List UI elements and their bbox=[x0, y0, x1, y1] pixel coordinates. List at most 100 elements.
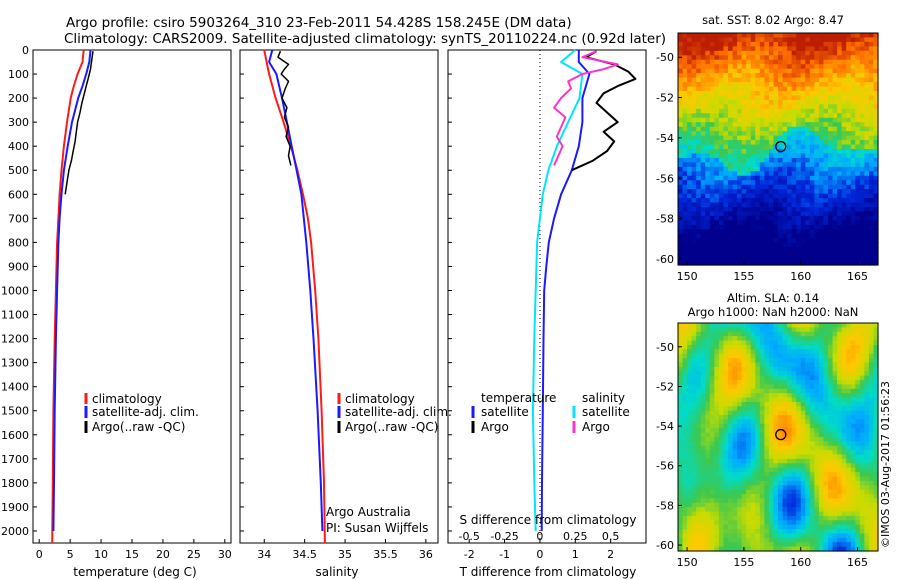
heatmap-cell bbox=[723, 33, 729, 39]
heatmap-cell bbox=[837, 529, 843, 535]
heatmap-cell bbox=[718, 480, 725, 486]
heatmap-cell bbox=[718, 327, 725, 333]
heatmap-cell bbox=[814, 450, 820, 456]
heatmap-cell bbox=[696, 135, 702, 141]
heatmap-cell bbox=[750, 397, 756, 403]
heatmap-cell bbox=[809, 175, 815, 181]
heatmap-cell bbox=[755, 423, 761, 429]
heatmap-cell bbox=[723, 247, 729, 253]
heatmap-cell bbox=[814, 415, 820, 421]
heatmap-cell bbox=[718, 353, 725, 359]
heatmap-cell bbox=[864, 463, 870, 469]
heatmap-cell bbox=[859, 166, 865, 172]
heatmap-cell bbox=[828, 193, 834, 199]
heatmap-cell bbox=[800, 415, 806, 421]
heatmap-cell bbox=[723, 445, 729, 451]
heatmap-cell bbox=[823, 162, 829, 168]
heatmap-cell bbox=[832, 108, 838, 114]
heatmap-cell bbox=[823, 331, 829, 337]
heatmap-cell bbox=[759, 202, 765, 208]
heatmap-cell bbox=[696, 68, 702, 74]
heatmap-cell bbox=[687, 198, 693, 204]
heatmap-cell bbox=[796, 485, 802, 491]
heatmap-cell bbox=[696, 198, 702, 204]
heatmap-cell bbox=[687, 542, 693, 548]
heatmap-cell bbox=[750, 520, 756, 526]
heatmap-cell bbox=[778, 520, 784, 526]
heatmap-cell bbox=[764, 238, 770, 244]
heatmap-cell bbox=[800, 375, 806, 381]
heatmap-cell bbox=[678, 117, 684, 123]
heatmap-cell bbox=[764, 122, 770, 128]
heatmap-cell bbox=[696, 419, 702, 425]
heatmap-cell bbox=[805, 323, 811, 328]
footer-argo-australia: Argo Australia bbox=[326, 505, 411, 519]
heatmap-cell bbox=[732, 353, 738, 359]
heatmap-cell bbox=[805, 511, 811, 517]
heatmap-cell bbox=[787, 99, 793, 105]
heatmap-cell bbox=[705, 157, 711, 163]
heatmap-cell bbox=[696, 480, 702, 486]
heatmap-cell bbox=[855, 162, 861, 168]
heatmap-cell bbox=[691, 419, 697, 425]
heatmap-cell bbox=[741, 229, 747, 235]
heatmap-cell bbox=[837, 336, 843, 342]
heatmap-cell bbox=[837, 388, 843, 394]
heatmap-cell bbox=[859, 77, 865, 83]
heatmap-cell bbox=[823, 524, 829, 530]
heatmap-cell bbox=[823, 362, 829, 368]
heatmap-cell bbox=[787, 472, 793, 478]
heatmap-cell bbox=[750, 41, 756, 47]
heatmap-cell bbox=[778, 472, 784, 478]
heatmap-cell bbox=[714, 520, 720, 526]
heatmap-cell bbox=[850, 86, 856, 92]
heatmap-cell bbox=[850, 153, 856, 159]
heatmap-cell bbox=[846, 149, 852, 155]
heatmap-cell bbox=[805, 327, 811, 333]
heatmap-cell bbox=[696, 375, 702, 381]
heatmap-cell bbox=[859, 406, 865, 412]
heatmap-cell bbox=[714, 202, 720, 208]
heatmap-cell bbox=[855, 358, 861, 364]
heatmap-cell bbox=[841, 393, 847, 399]
heatmap-cell bbox=[773, 211, 779, 217]
heatmap-cell bbox=[823, 507, 829, 513]
heatmap-cell bbox=[759, 64, 765, 70]
heatmap-cell bbox=[873, 73, 879, 79]
heatmap-cell bbox=[746, 441, 752, 447]
heatmap-cell bbox=[818, 463, 825, 469]
heatmap-cell bbox=[818, 542, 825, 548]
heatmap-cell bbox=[728, 77, 734, 83]
heatmap-cell bbox=[800, 220, 806, 226]
heatmap-cell bbox=[832, 256, 838, 262]
heatmap-cell bbox=[768, 91, 775, 97]
heatmap-cell bbox=[687, 144, 693, 150]
heatmap-cell bbox=[764, 507, 770, 513]
heatmap-cell bbox=[832, 353, 838, 359]
heatmap-cell bbox=[678, 371, 684, 377]
heatmap-cell bbox=[809, 33, 815, 39]
heatmap-cell bbox=[796, 546, 802, 552]
heatmap-cell bbox=[709, 454, 715, 460]
heatmap-cell bbox=[682, 99, 688, 105]
heatmap-cell bbox=[782, 99, 788, 105]
heatmap-cell bbox=[782, 380, 788, 385]
heatmap-cell bbox=[714, 77, 720, 83]
heatmap-cell bbox=[841, 198, 847, 204]
heatmap-cell bbox=[800, 59, 806, 65]
heatmap-cell bbox=[764, 393, 770, 399]
heatmap-cell bbox=[773, 122, 779, 128]
heatmap-cell bbox=[837, 489, 843, 495]
heatmap-cell bbox=[750, 126, 756, 132]
heatmap-cell bbox=[846, 410, 852, 416]
heatmap-cell bbox=[832, 180, 838, 186]
heatmap-cell bbox=[837, 256, 843, 262]
heatmap-cell bbox=[864, 180, 870, 186]
heatmap-cell bbox=[682, 472, 688, 478]
heatmap-cell bbox=[718, 86, 725, 92]
heatmap-cell bbox=[732, 86, 738, 92]
heatmap-cell bbox=[814, 215, 820, 221]
heatmap-cell bbox=[828, 432, 834, 438]
heatmap-cell bbox=[718, 331, 725, 337]
heatmap-cell bbox=[714, 260, 720, 266]
